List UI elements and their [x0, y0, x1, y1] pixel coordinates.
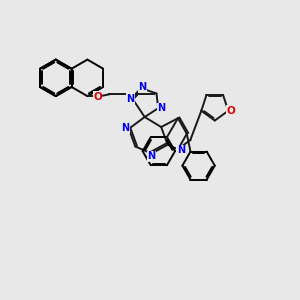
Text: N: N: [157, 103, 165, 113]
Text: N: N: [127, 94, 135, 104]
Text: N: N: [177, 145, 185, 155]
Text: O: O: [226, 106, 235, 116]
Text: N: N: [139, 82, 147, 92]
Text: N: N: [121, 123, 129, 133]
Text: N: N: [147, 152, 155, 161]
Text: O: O: [93, 92, 102, 102]
